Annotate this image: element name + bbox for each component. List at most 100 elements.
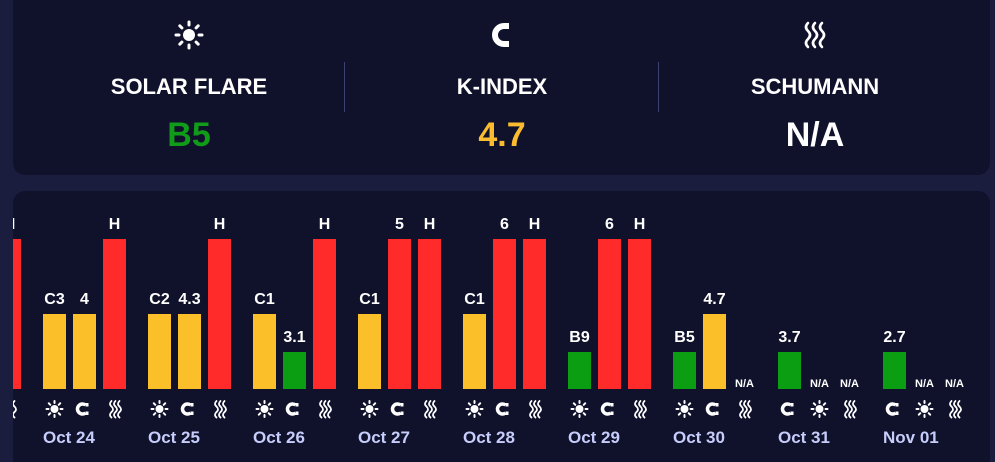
- waves-icon: [13, 400, 17, 419]
- bar-solar: [43, 314, 66, 389]
- bar-label: 5: [395, 216, 404, 233]
- k-index-metric: K-INDEX 4.7: [339, 0, 665, 175]
- day-8-bar-2: N/A: [945, 378, 964, 419]
- bar-label: C3: [44, 291, 65, 308]
- waves-icon: [804, 21, 826, 49]
- day-6-bar-2: N/A: [735, 378, 754, 419]
- day-1-bar-1: 4.3: [178, 291, 201, 416]
- sun-icon: [255, 400, 274, 418]
- day-4-bar-2: H: [523, 216, 546, 419]
- bar-label: N/A: [915, 378, 934, 390]
- bar-label: C1: [359, 291, 380, 308]
- sun-icon: [150, 400, 169, 418]
- bar-label: C1: [254, 291, 275, 308]
- day-7-bar-0: 3.7: [778, 329, 801, 416]
- day-7-bar-2: N/A: [840, 378, 859, 419]
- solar-flare-metric: SOLAR FLARE B5: [26, 0, 352, 175]
- day-0-bar-2: H: [103, 216, 126, 419]
- bar-solar: [673, 352, 696, 389]
- day-3-bar-0: C1: [358, 291, 381, 418]
- date-label: Oct 31: [778, 428, 830, 447]
- bar-label: N/A: [810, 378, 829, 390]
- bar-label: N/A: [840, 378, 859, 390]
- day-2-bar-1: 3.1: [283, 329, 306, 416]
- waves-icon: [634, 400, 647, 419]
- day-1-bar-0: C2: [148, 291, 171, 418]
- bar-label: C1: [464, 291, 485, 308]
- bar-kindex: [388, 239, 411, 389]
- date-label: Oct 27: [358, 428, 410, 447]
- magnet-icon: [780, 402, 794, 416]
- divider: [658, 62, 659, 112]
- sun-icon: [675, 400, 694, 418]
- forecast-chart: H C3 4 H Oct 24 C2 4.3 H Oct 25 C1 3.1 H Oct 26 C1 5 H O…: [13, 216, 964, 447]
- bar-label: 2.7: [883, 329, 905, 346]
- bar-label: 3.7: [778, 329, 800, 346]
- bar-label: 6: [605, 216, 614, 233]
- bar-label: H: [634, 216, 646, 233]
- sun-icon: [360, 400, 379, 418]
- magnet-icon: [180, 402, 194, 416]
- day-3-bar-1: 5: [388, 216, 411, 416]
- bar-label: N/A: [735, 378, 754, 390]
- day-6-bar-1: 4.7: [703, 291, 726, 416]
- date-label: Oct 30: [673, 428, 725, 447]
- magnet-icon: [75, 402, 89, 416]
- magnet-icon: [492, 23, 509, 47]
- bar-solar: [148, 314, 171, 389]
- date-label: Oct 28: [463, 428, 515, 447]
- k-index-value: 4.7: [478, 116, 526, 154]
- bar-kindex: [703, 314, 726, 389]
- day-2-bar-2: H: [313, 216, 336, 419]
- bar-label: 4: [80, 291, 89, 308]
- sun-icon: [915, 400, 934, 418]
- bar-label: 4.7: [703, 291, 725, 308]
- sun-icon: [45, 400, 64, 418]
- bar-schumann-partial: [13, 239, 21, 389]
- bar-label: B9: [569, 329, 590, 346]
- bar-schumann: [103, 239, 126, 389]
- day-0-bar-1: 4: [73, 291, 96, 416]
- bar-label: 4.3: [178, 291, 200, 308]
- waves-icon: [739, 400, 752, 419]
- date-label: Oct 29: [568, 428, 620, 447]
- sun-icon: [465, 400, 484, 418]
- bar-schumann: [208, 239, 231, 389]
- day-4-bar-1: 6: [493, 216, 516, 416]
- bar-kindex: [73, 314, 96, 389]
- bar-label: N/A: [945, 378, 964, 390]
- day-5-bar-0: B9: [568, 329, 591, 418]
- day-7-bar-1: N/A: [810, 378, 829, 418]
- bar-label: H: [109, 216, 121, 233]
- divider: [344, 62, 345, 112]
- forecast-panel: H C3 4 H Oct 24 C2 4.3 H Oct 25 C1 3.1 H Oct 26 C1 5 H O…: [13, 191, 990, 462]
- bar-kindex: [178, 314, 201, 389]
- bar-kindex: [598, 239, 621, 389]
- sun-icon: [810, 400, 829, 418]
- bar-solar: [358, 314, 381, 389]
- bar-schumann: [523, 239, 546, 389]
- bar-kindex: [493, 239, 516, 389]
- bar-label: C2: [149, 291, 170, 308]
- bar-label: B5: [674, 329, 695, 346]
- sun-icon: [174, 20, 204, 50]
- magnet-icon: [390, 402, 404, 416]
- schumann-value: N/A: [785, 116, 845, 154]
- bar-label: H: [13, 216, 15, 233]
- bar-solar: [463, 314, 486, 389]
- magnet-icon: [705, 402, 719, 416]
- bar-schumann: [313, 239, 336, 389]
- waves-icon: [214, 400, 227, 419]
- date-label: Oct 25: [148, 428, 200, 447]
- waves-icon: [949, 400, 962, 419]
- waves-icon: [424, 400, 437, 419]
- day-1-bar-2: H: [208, 216, 231, 419]
- schumann-metric: SCHUMANN N/A: [652, 0, 978, 175]
- bar-schumann: [418, 239, 441, 389]
- bar-label: 6: [500, 216, 509, 233]
- bar-kindex: [778, 352, 801, 389]
- date-label: Oct 26: [253, 428, 305, 447]
- day-5-bar-1: 6: [598, 216, 621, 416]
- bar-label: H: [319, 216, 331, 233]
- bar-label: 3.1: [283, 329, 305, 346]
